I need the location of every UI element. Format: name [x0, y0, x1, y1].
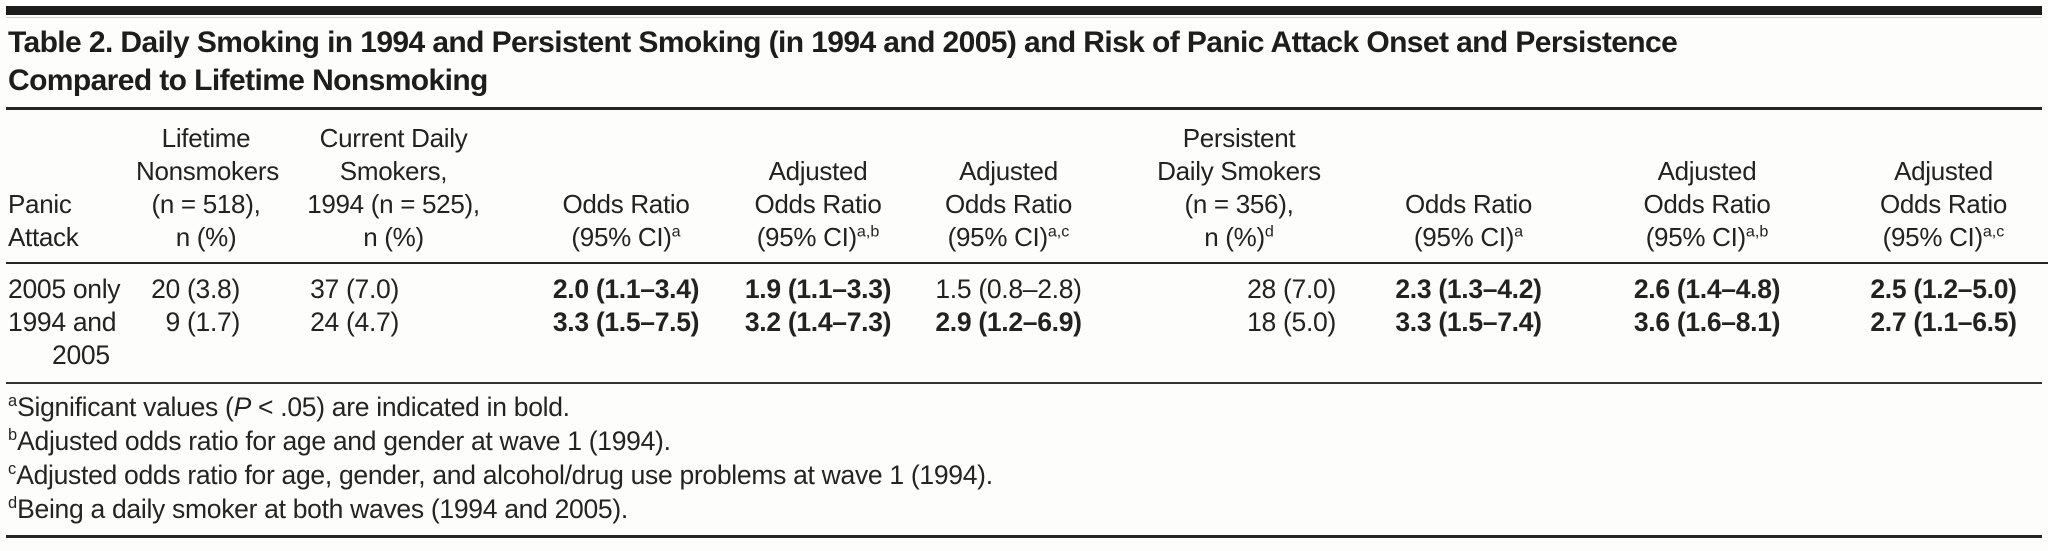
col-header-current-daily-smokers: Current Daily Smokers, 1994 (n = 525), n…	[307, 123, 480, 252]
col-header-adjusted-or-ab-2: Adjusted Odds Ratio (95% CI)a,b	[1643, 156, 1771, 252]
col-header-adjusted-or-ac-1: Adjusted Odds Ratio (95% CI)a,c	[944, 156, 1073, 252]
footnotes: aSignificant values (P < .05) are indica…	[6, 384, 2042, 535]
data-cell: 3.3 (1.5–7.5)	[552, 307, 700, 337]
title-divider-rule	[6, 107, 2042, 110]
top-thick-rule	[6, 6, 2042, 15]
col-header-odds-ratio-1: Odds Ratio (95% CI)a	[562, 189, 690, 252]
data-cell: 18 (5.0)	[1247, 307, 1336, 337]
data-cell: 1.9 (1.1–3.3)	[744, 274, 892, 304]
data-cell: 9 (1.7)	[165, 307, 241, 337]
data-cell: 2.5 (1.2–5.0)	[1870, 274, 2017, 304]
data-cell: 3.3 (1.5–7.4)	[1395, 307, 1542, 337]
footnote-a: aSignificant values (P < .05) are indica…	[8, 392, 570, 422]
footnote-c: cAdjusted odds ratio for age, gender, an…	[8, 460, 993, 490]
results-table: Panic Attack Lifetime Nonsmokers (n = 51…	[6, 110, 2048, 382]
header-row: Panic Attack Lifetime Nonsmokers (n = 51…	[6, 110, 2048, 263]
data-cell: 1.5 (0.8–2.8)	[935, 274, 1082, 304]
footnote-d: dBeing a daily smoker at both waves (199…	[8, 494, 628, 524]
data-cell: 24 (4.7)	[310, 307, 399, 337]
data-cell: 3.6 (1.6–8.1)	[1633, 307, 1781, 337]
row-label: 2005 only	[8, 274, 121, 304]
data-cell: 2.0 (1.1–3.4)	[552, 274, 700, 304]
col-header-panic-attack: Panic Attack	[8, 189, 79, 252]
col-header-adjusted-or-ab-1: Adjusted Odds Ratio (95% CI)a,b	[754, 156, 882, 252]
data-cell: 2.3 (1.3–4.2)	[1395, 274, 1542, 304]
col-header-lifetime-nonsmokers: Lifetime Nonsmokers (n = 518), n (%)	[136, 123, 279, 252]
data-cell: 37 (7.0)	[310, 274, 399, 304]
top-rule-shadow	[6, 17, 2042, 18]
data-cell: 20 (3.8)	[151, 274, 240, 304]
col-header-odds-ratio-2: Odds Ratio (95% CI)a	[1404, 189, 1533, 252]
row-label: 1994 and 2005	[8, 307, 117, 370]
data-cell: 3.2 (1.4–7.3)	[744, 307, 892, 337]
table-row-1994-and-2005: 1994 and 2005 9 (1.7) 24 (4.7) 3.3 (1.5–…	[6, 306, 2048, 382]
data-cell: 28 (7.0)	[1247, 274, 1336, 304]
table-title-line1: Table 2. Daily Smoking in 1994 and Persi…	[8, 26, 1678, 59]
data-cell: 2.6 (1.4–4.8)	[1633, 274, 1781, 304]
footnote-b: bAdjusted odds ratio for age and gender …	[8, 426, 671, 456]
data-cell: 2.9 (1.2–6.9)	[935, 307, 1082, 337]
table-row-2005-only: 2005 only 20 (3.8) 37 (7.0) 2.0 (1.1–3.4…	[6, 263, 2048, 306]
bottom-rule	[6, 535, 2042, 538]
data-cell: 2.7 (1.1–6.5)	[1870, 307, 2017, 337]
col-header-adjusted-or-ac-2: Adjusted Odds Ratio (95% CI)a,c	[1879, 156, 2008, 252]
table-title-line2: Compared to Lifetime Nonsmoking	[8, 64, 488, 97]
col-header-persistent-daily-smokers: Persistent Daily Smokers (n = 356), n (%…	[1157, 123, 1321, 252]
body-footnote-divider-rule	[6, 382, 2042, 384]
table-title: Table 2. Daily Smoking in 1994 and Persi…	[6, 18, 2042, 107]
